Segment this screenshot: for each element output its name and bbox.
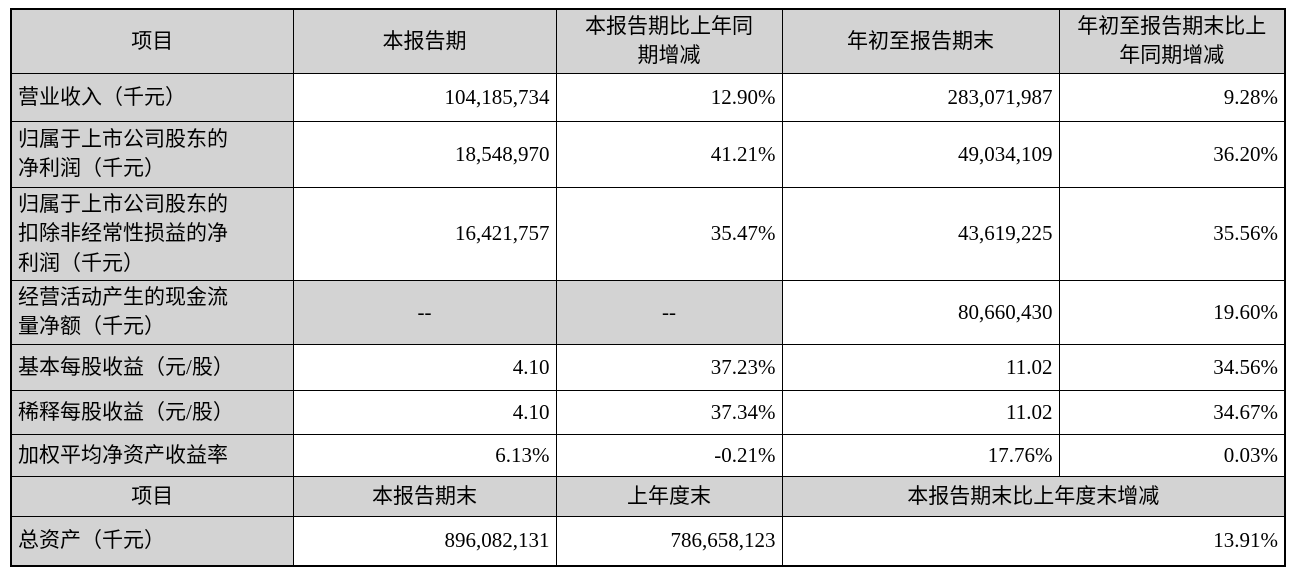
table-header-row: 项目 本报告期 本报告期比上年同 期增减 年初至报告期末 年初至报告期末比上 年… [10, 8, 1286, 74]
row-basic-eps-yoy: 37.23% [555, 343, 783, 391]
row-weighted-roe-label: 加权平均净资产收益率 [10, 433, 294, 477]
row-total-assets-change: 13.91% [781, 515, 1286, 567]
header-item: 项目 [10, 8, 294, 74]
row-weighted-roe-current: 6.13% [292, 433, 557, 477]
row-net-profit-ytd: 49,034,109 [781, 120, 1060, 188]
row-operating-cash-flow: 经营活动产生的现金流 量净额（千元） -- -- 80,660,430 19.6… [10, 279, 1286, 345]
row-net-profit: 归属于上市公司股东的 净利润（千元） 18,548,970 41.21% 49,… [10, 120, 1286, 188]
row-diluted-eps-yoy: 37.34% [555, 389, 783, 435]
header-ytd-yoy: 年初至报告期末比上 年同期增减 [1058, 8, 1286, 74]
row-basic-eps-label: 基本每股收益（元/股） [10, 343, 294, 391]
row-operating-cash-flow-yoy: -- [555, 279, 783, 345]
row-operating-cash-flow-ytd: 80,660,430 [781, 279, 1060, 345]
row-net-profit-deducted-ytd: 43,619,225 [781, 186, 1060, 281]
row-revenue-ytd-yoy: 9.28% [1058, 72, 1286, 122]
row-revenue-yoy: 12.90% [555, 72, 783, 122]
header2-prior-year-end: 上年度末 [555, 475, 783, 517]
row-net-profit-label: 归属于上市公司股东的 净利润（千元） [10, 120, 294, 188]
row-net-profit-deducted: 归属于上市公司股东的 扣除非经常性损益的净 利润（千元） 16,421,757 … [10, 186, 1286, 281]
row-diluted-eps-ytd-yoy: 34.67% [1058, 389, 1286, 435]
row-basic-eps-ytd-yoy: 34.56% [1058, 343, 1286, 391]
row-weighted-roe-ytd-yoy: 0.03% [1058, 433, 1286, 477]
row-revenue-current: 104,185,734 [292, 72, 557, 122]
row-basic-eps-current: 4.10 [292, 343, 557, 391]
row-total-assets-period-end: 896,082,131 [292, 515, 557, 567]
row-diluted-eps-current: 4.10 [292, 389, 557, 435]
row-revenue-ytd: 283,071,987 [781, 72, 1060, 122]
row-basic-eps: 基本每股收益（元/股） 4.10 37.23% 11.02 34.56% [10, 343, 1286, 391]
financial-summary-table: 项目 本报告期 本报告期比上年同 期增减 年初至报告期末 年初至报告期末比上 年… [10, 8, 1286, 568]
row-weighted-roe-ytd: 17.76% [781, 433, 1060, 477]
row-diluted-eps: 稀释每股收益（元/股） 4.10 37.34% 11.02 34.67% [10, 389, 1286, 435]
header2-period-end: 本报告期末 [292, 475, 557, 517]
header-ytd: 年初至报告期末 [781, 8, 1060, 74]
row-revenue: 营业收入（千元） 104,185,734 12.90% 283,071,987 … [10, 72, 1286, 122]
row-total-assets: 总资产（千元） 896,082,131 786,658,123 13.91% [10, 515, 1286, 567]
second-header-row: 项目 本报告期末 上年度末 本报告期末比上年度末增减 [10, 475, 1286, 517]
row-operating-cash-flow-ytd-yoy: 19.60% [1058, 279, 1286, 345]
row-weighted-roe-yoy: -0.21% [555, 433, 783, 477]
row-operating-cash-flow-current: -- [292, 279, 557, 345]
row-total-assets-label: 总资产（千元） [10, 515, 294, 567]
row-net-profit-yoy: 41.21% [555, 120, 783, 188]
row-net-profit-ytd-yoy: 36.20% [1058, 120, 1286, 188]
header2-item: 项目 [10, 475, 294, 517]
row-basic-eps-ytd: 11.02 [781, 343, 1060, 391]
row-net-profit-deducted-ytd-yoy: 35.56% [1058, 186, 1286, 281]
row-total-assets-prior-year-end: 786,658,123 [555, 515, 783, 567]
row-net-profit-deducted-label: 归属于上市公司股东的 扣除非经常性损益的净 利润（千元） [10, 186, 294, 281]
header-current-period: 本报告期 [292, 8, 557, 74]
row-net-profit-current: 18,548,970 [292, 120, 557, 188]
row-revenue-label: 营业收入（千元） [10, 72, 294, 122]
row-diluted-eps-label: 稀释每股收益（元/股） [10, 389, 294, 435]
header2-change: 本报告期末比上年度末增减 [781, 475, 1286, 517]
row-diluted-eps-ytd: 11.02 [781, 389, 1060, 435]
row-weighted-roe: 加权平均净资产收益率 6.13% -0.21% 17.76% 0.03% [10, 433, 1286, 477]
header-current-period-yoy: 本报告期比上年同 期增减 [555, 8, 783, 74]
row-net-profit-deducted-yoy: 35.47% [555, 186, 783, 281]
row-net-profit-deducted-current: 16,421,757 [292, 186, 557, 281]
row-operating-cash-flow-label: 经营活动产生的现金流 量净额（千元） [10, 279, 294, 345]
